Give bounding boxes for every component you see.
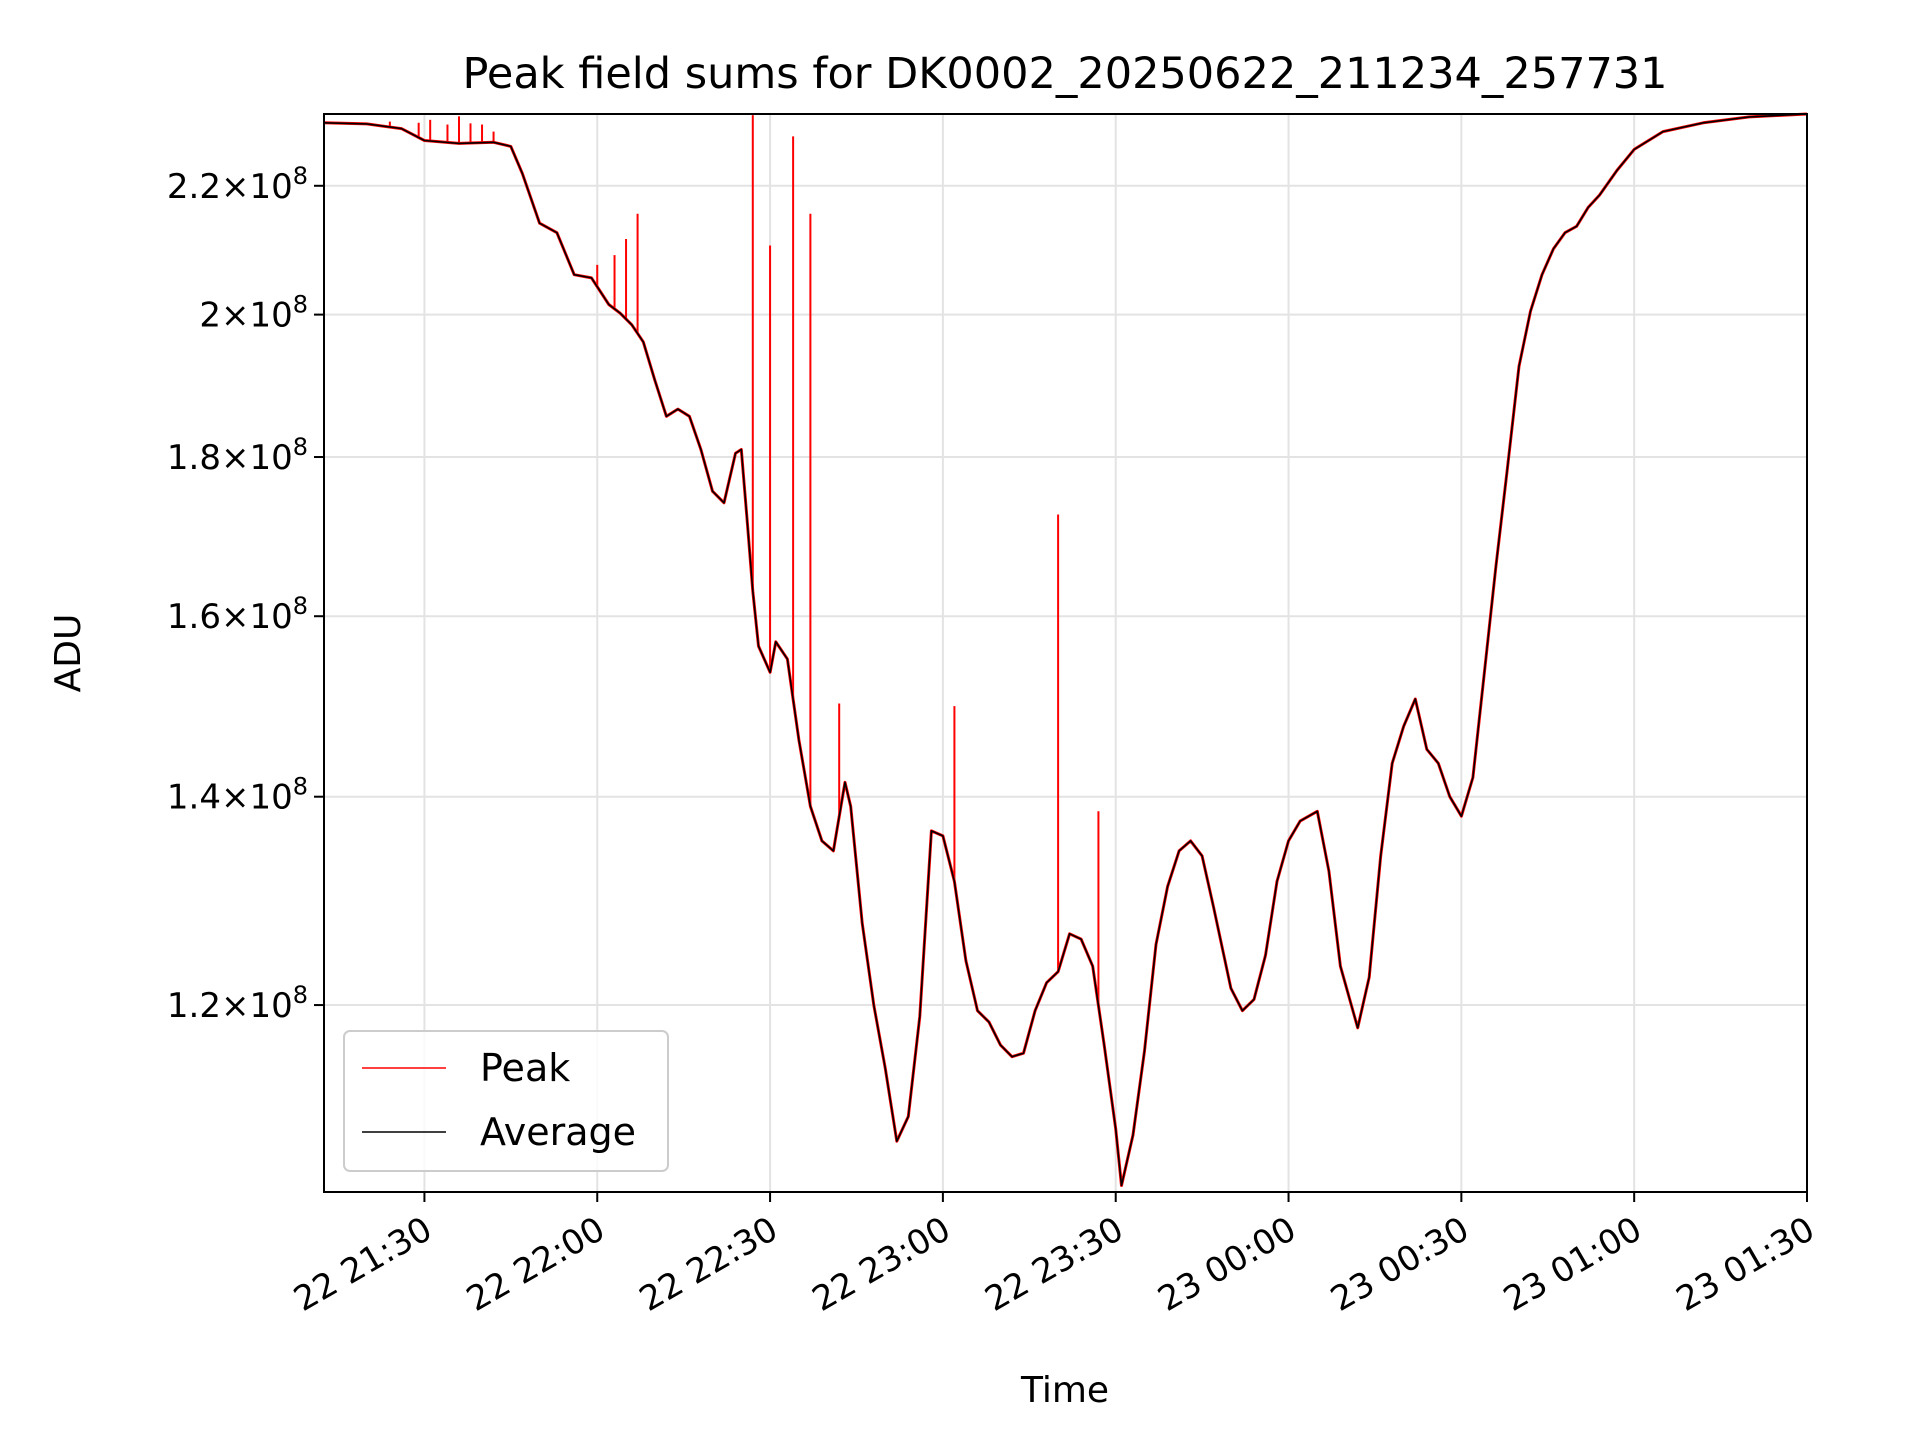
y-tick-label: 2.2×108 — [167, 162, 308, 207]
y-tick-label: 1.6×108 — [167, 592, 308, 637]
average-series-layer — [323, 113, 1808, 1187]
average-series-line — [323, 113, 1808, 1187]
legend: Peak Average — [343, 1030, 669, 1172]
y-tick-label: 1.4×108 — [167, 773, 308, 818]
y-tick-label: 1.8×108 — [167, 433, 308, 478]
chart-title: Peak field sums for DK0002_20250622_2112… — [462, 49, 1667, 99]
y-tick-label: 2×108 — [199, 291, 308, 336]
y-axis-ticks: 1.2×108 1.4×108 1.6×108 1.8×108 2×108 2.2×108 — [167, 162, 324, 1026]
legend-average-label: Average — [480, 1110, 636, 1154]
legend-box — [343, 1030, 669, 1172]
y-axis-label: ADU — [48, 614, 89, 693]
x-axis-label: Time — [1020, 1370, 1109, 1411]
y-tick-label: 1.2×108 — [167, 981, 308, 1026]
legend-peak-label: Peak — [480, 1046, 570, 1090]
plot-frame — [323, 113, 1808, 1193]
